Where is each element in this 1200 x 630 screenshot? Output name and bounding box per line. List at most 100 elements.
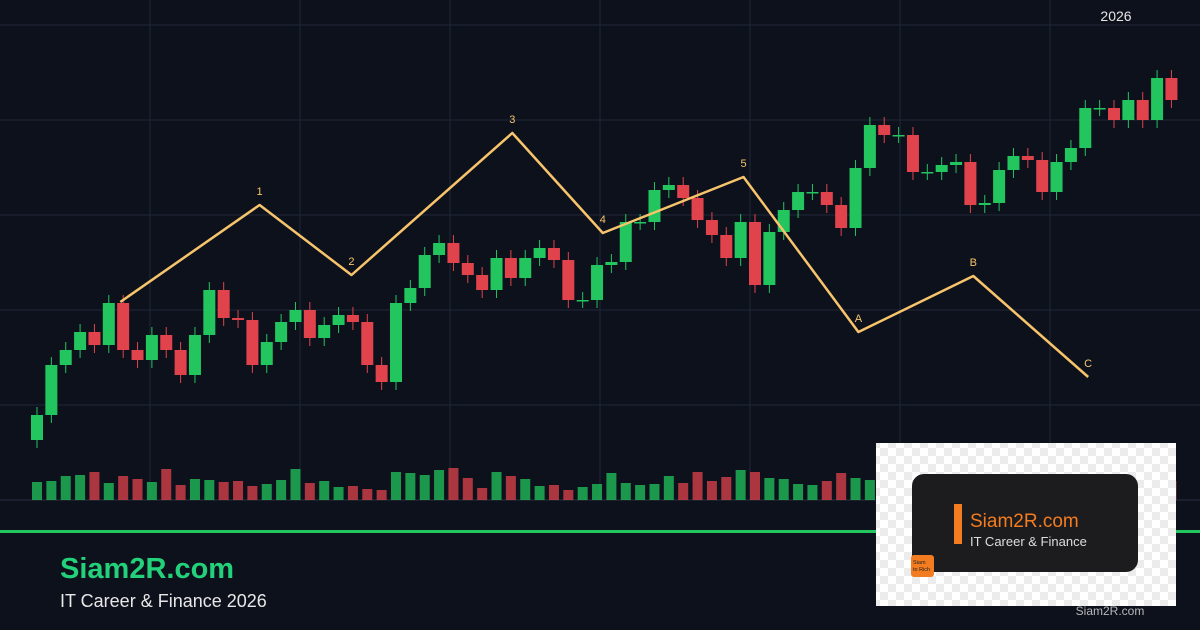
candle-body	[993, 170, 1006, 203]
wave-label: A	[855, 313, 863, 325]
volume-bar	[821, 481, 832, 500]
candle-body	[45, 365, 58, 415]
volume-bar	[89, 472, 100, 500]
volume-bar	[750, 472, 760, 500]
candle-body	[59, 350, 72, 365]
badge-line: Siam	[913, 560, 926, 566]
volume-bar	[477, 488, 488, 500]
volume-bar	[692, 472, 703, 500]
candle-body	[935, 165, 948, 172]
candle-body	[88, 332, 101, 345]
volume-bar	[333, 487, 344, 500]
badge-line: to Rich	[913, 567, 930, 573]
volume-bar	[161, 469, 172, 500]
volume-bar	[204, 480, 215, 500]
volume-bar	[721, 477, 732, 500]
candle-body	[634, 222, 647, 224]
volume-bar	[132, 479, 143, 500]
volume-bar	[146, 482, 157, 500]
candle-body	[390, 303, 402, 382]
candle-body	[921, 172, 934, 174]
candle-body	[74, 332, 87, 350]
year-annotation: 2026	[1100, 8, 1131, 24]
volume-bar	[60, 476, 71, 500]
candle-body	[461, 263, 474, 275]
candle-body	[318, 325, 331, 338]
candle-body	[1093, 108, 1106, 110]
candle-body	[562, 260, 575, 300]
candle-body	[418, 255, 431, 288]
candle-body	[102, 303, 115, 345]
volume-bar	[706, 481, 717, 500]
volume-bar	[864, 480, 875, 500]
watermark: Siam2R.com	[1076, 604, 1145, 618]
card-accent	[954, 504, 962, 544]
candle-body	[519, 258, 532, 278]
volume-bar	[304, 483, 315, 500]
logo-card: Siam2R.com IT Career & Finance Siam to R…	[876, 443, 1176, 606]
card	[912, 474, 1138, 572]
candle-body	[174, 350, 187, 375]
candle-body	[605, 262, 618, 265]
wave-label: 4	[600, 214, 606, 226]
candle-body	[863, 125, 876, 168]
candle-body	[1108, 108, 1120, 120]
volume-bar	[850, 478, 861, 500]
volume-bar	[735, 470, 746, 500]
candle-body	[964, 162, 977, 205]
candle-body	[117, 303, 130, 350]
candle-body	[792, 192, 805, 210]
candle-body	[1151, 78, 1164, 120]
volume-bar	[290, 469, 301, 500]
candle-body	[978, 203, 991, 205]
volume-bar	[362, 489, 373, 500]
candle-body	[763, 232, 776, 285]
candle-body	[591, 265, 604, 300]
candle-body	[691, 198, 704, 220]
brand-subtitle: IT Career & Finance 2026	[60, 591, 267, 611]
volume-bar	[189, 479, 200, 500]
volume-bar	[563, 490, 574, 500]
candle-body	[1007, 156, 1020, 170]
candle-body	[375, 365, 388, 382]
candle-body	[145, 335, 158, 360]
candle-body	[749, 222, 761, 285]
candle-body	[476, 275, 489, 290]
candle-body	[31, 415, 43, 440]
wave-label: C	[1084, 358, 1092, 370]
volume-bar	[793, 484, 804, 500]
candle-body	[1050, 162, 1063, 192]
volume-bar	[505, 476, 516, 500]
candle-body	[547, 248, 560, 260]
volume-bar	[462, 478, 473, 500]
volume-bar	[118, 476, 129, 500]
volume-bar	[836, 473, 847, 500]
volume-bar	[434, 470, 445, 500]
candle-body	[1136, 100, 1149, 120]
candle-body	[648, 190, 661, 222]
badge	[911, 555, 934, 577]
candle-body	[849, 168, 862, 228]
wave-label: 3	[509, 114, 515, 126]
candle-body	[289, 310, 302, 322]
candle-body	[1064, 148, 1077, 162]
volume-bar	[103, 483, 114, 500]
brand-title: Siam2R.com	[60, 553, 234, 585]
candle-body	[361, 322, 374, 365]
candle-body	[275, 322, 288, 342]
candle-body	[820, 192, 833, 205]
divider	[0, 530, 1200, 533]
volume-bar	[606, 473, 617, 500]
volume-bar	[764, 478, 775, 500]
volume-bar	[175, 485, 186, 500]
volume-bar	[419, 475, 430, 500]
volume-bar	[376, 490, 387, 500]
volume-bar	[46, 481, 57, 500]
volume-bar	[75, 475, 86, 500]
candle-body	[260, 342, 273, 365]
volume-bar	[491, 472, 502, 500]
wave-label: 2	[348, 256, 354, 268]
volume-bar	[635, 485, 646, 500]
volume-bar	[678, 483, 689, 500]
